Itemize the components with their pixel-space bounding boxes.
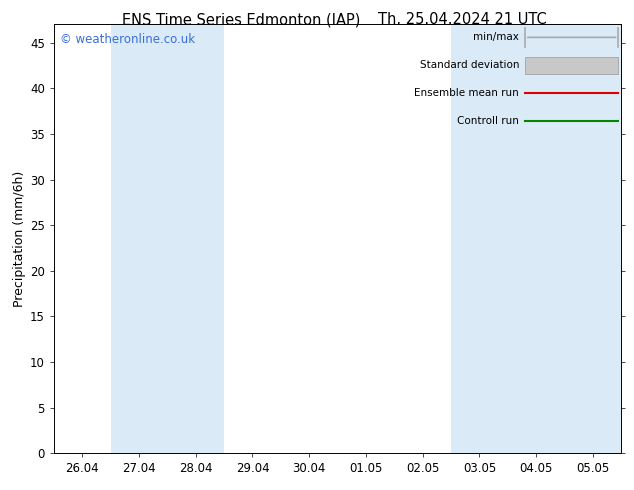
Text: min/max: min/max: [474, 32, 519, 42]
Bar: [508, 24, 564, 453]
Y-axis label: Precipitation (mm/6h): Precipitation (mm/6h): [13, 171, 26, 307]
Text: © weatheronline.co.uk: © weatheronline.co.uk: [60, 33, 195, 46]
Bar: [564, 24, 621, 453]
Text: Ensemble mean run: Ensemble mean run: [415, 88, 519, 98]
Bar: [167, 24, 224, 453]
Text: Th. 25.04.2024 21 UTC: Th. 25.04.2024 21 UTC: [378, 12, 547, 27]
Bar: [451, 24, 508, 453]
Text: ENS Time Series Edmonton (IAP): ENS Time Series Edmonton (IAP): [122, 12, 360, 27]
FancyBboxPatch shape: [525, 57, 619, 74]
Text: Standard deviation: Standard deviation: [420, 60, 519, 70]
Bar: [110, 24, 167, 453]
Text: Controll run: Controll run: [457, 116, 519, 126]
